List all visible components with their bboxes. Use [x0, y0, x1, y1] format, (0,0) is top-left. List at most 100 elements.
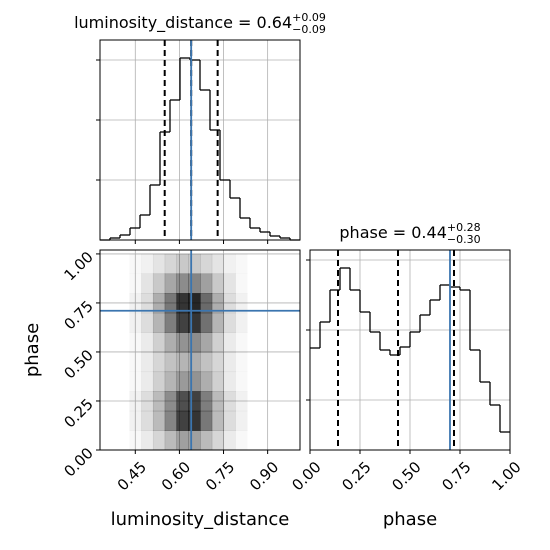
density-cell [223, 351, 236, 373]
y-tick-label: 0.50 [60, 346, 96, 382]
density-cell [188, 430, 201, 451]
x-tick-label: 0.75 [202, 458, 238, 494]
axes-frame [99, 249, 301, 451]
y-tick-label: 0.25 [60, 395, 96, 431]
density-cell [152, 253, 166, 275]
density-cell [188, 351, 201, 373]
x-axis-label: phase [383, 509, 437, 530]
density-cell [141, 371, 154, 392]
density-cell [223, 312, 236, 333]
density-cell [188, 273, 201, 294]
density-cell [188, 391, 201, 412]
density-cell [235, 410, 248, 431]
x-tick-label: 0.25 [338, 458, 374, 494]
density-cell [235, 430, 247, 450]
density-cell [200, 391, 213, 412]
density-cell [200, 312, 213, 333]
density-cell [200, 410, 213, 431]
density-cell [164, 253, 177, 275]
density-cell [164, 351, 177, 373]
y-tick-label: 0.00 [60, 444, 96, 480]
density-cell [211, 332, 225, 353]
density-cell [200, 253, 213, 275]
density-cell [223, 332, 236, 353]
density-cell [152, 332, 166, 353]
density-cell [211, 253, 225, 275]
density-cell [211, 293, 225, 314]
density-cell [176, 430, 189, 451]
x-tick-label: 0.75 [438, 458, 474, 494]
density-cell [211, 312, 225, 333]
x-tick-label: 0.00 [288, 458, 324, 494]
density-cell [152, 312, 166, 333]
density-cell [176, 410, 189, 431]
density-cell [223, 293, 236, 314]
density-cell [188, 410, 201, 431]
density-cell [211, 391, 225, 412]
density-cell [235, 312, 248, 333]
density-cell [141, 293, 154, 314]
axes-frame [99, 39, 301, 241]
density-cell [223, 253, 236, 275]
density-cell [129, 430, 141, 450]
density-cell [129, 293, 142, 314]
density-cell [164, 312, 177, 333]
density-cell [164, 430, 177, 451]
density-cell [141, 391, 154, 412]
density-cell [211, 351, 225, 373]
density-cell [141, 273, 154, 294]
density-cell [164, 273, 177, 294]
density-cell [129, 254, 141, 274]
title-sub: −0.30 [447, 233, 481, 246]
title-sup: +0.28 [447, 221, 481, 234]
density-cell [129, 352, 141, 372]
density-cell [141, 351, 154, 373]
title-sub: −0.09 [292, 23, 326, 36]
density-cell [176, 332, 189, 353]
density-cell [129, 410, 142, 431]
density-cell [152, 293, 166, 314]
density-cell [200, 273, 213, 294]
density-cell [164, 391, 177, 412]
density-cell [152, 430, 166, 451]
density-cell [200, 293, 213, 314]
density-cell [141, 410, 154, 431]
y-axis-label: phase [22, 323, 43, 377]
density-cell [164, 332, 177, 353]
density-cell [141, 430, 154, 451]
density-cell [176, 293, 189, 314]
density-cell [235, 352, 247, 372]
density-cell [211, 371, 225, 392]
density-cell [200, 371, 213, 392]
density-cell [200, 332, 213, 353]
density-cell [211, 410, 225, 431]
density-cell [176, 253, 189, 275]
density-cell [223, 391, 236, 412]
density-cell [188, 371, 201, 392]
density-cell [176, 312, 189, 333]
x-tick-label: 0.60 [158, 458, 194, 494]
density-cell [235, 254, 247, 274]
density-cell [235, 293, 248, 314]
density-cell [164, 371, 177, 392]
panel-title: phase = 0.44+0.28 −0.30 [339, 221, 480, 246]
density-cell [200, 351, 213, 373]
density-cell [235, 274, 247, 294]
density-cell [223, 371, 236, 392]
x-tick-label: 0.50 [388, 458, 424, 494]
density-cell [235, 332, 247, 352]
panel-title: luminosity_distance = 0.64+0.09 −0.09 [74, 11, 326, 36]
density-cell [129, 391, 142, 412]
density-cell [211, 273, 225, 294]
density-cell [141, 253, 154, 275]
density-cell [235, 391, 248, 412]
x-tick-label: 0.90 [246, 458, 282, 494]
density-cell [141, 312, 154, 333]
density-cell [223, 410, 236, 431]
y-tick-label: 0.75 [60, 297, 96, 333]
density-cell [200, 430, 213, 451]
density-cell [152, 410, 166, 431]
density-cell [141, 332, 154, 353]
axes-frame [309, 249, 511, 451]
